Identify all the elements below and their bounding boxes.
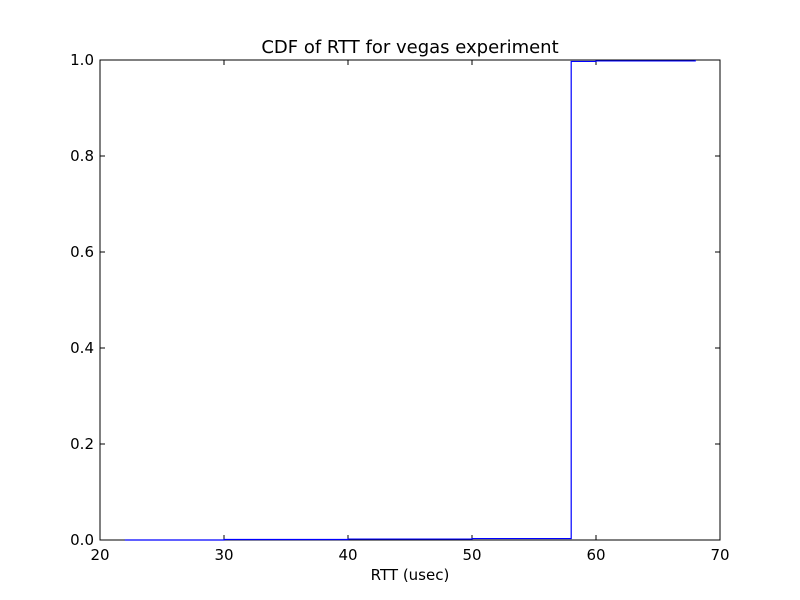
x-tick-label: 40 — [338, 546, 357, 564]
series-layer — [124, 60, 696, 541]
cdf-series-line — [124, 60, 696, 541]
y-tick-label: 0.0 — [70, 531, 94, 549]
y-tick-label: 1.0 — [70, 51, 94, 69]
x-tick-label: 50 — [462, 546, 481, 564]
x-tick-label: 30 — [214, 546, 233, 564]
x-tick-label: 60 — [586, 546, 605, 564]
x-tick-label: 70 — [710, 546, 729, 564]
y-ticks: 0.0 0.2 0.4 0.6 0.8 1.0 — [70, 51, 720, 549]
y-tick-label: 0.6 — [70, 243, 94, 261]
y-tick-label: 0.8 — [70, 147, 94, 165]
x-tick-label: 20 — [90, 546, 109, 564]
x-axis-label: RTT (usec) — [371, 566, 450, 584]
y-tick-label: 0.2 — [70, 435, 94, 453]
plot-area: 20 30 40 50 60 70 0.0 0.2 0.4 0.6 0.8 1.0 — [70, 51, 729, 564]
y-tick-label: 0.4 — [70, 339, 94, 357]
chart-title: CDF of RTT for vegas experiment — [261, 37, 558, 58]
axes-frame — [99, 59, 721, 541]
x-ticks: 20 30 40 50 60 70 — [90, 60, 730, 564]
